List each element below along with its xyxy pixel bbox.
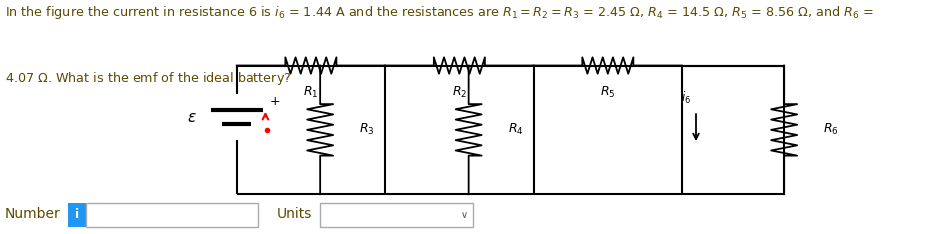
FancyBboxPatch shape [68,203,86,227]
FancyBboxPatch shape [86,203,258,227]
Text: $R_4$: $R_4$ [507,122,523,137]
Text: Number: Number [5,207,60,221]
Text: +: + [270,95,280,108]
Text: $R_2$: $R_2$ [451,85,466,100]
Text: In the figure the current in resistance 6 is $i_6$ = 1.44 A and the resistances : In the figure the current in resistance … [5,4,872,21]
Text: $R_6$: $R_6$ [822,122,838,137]
Text: 4.07 $\Omega$. What is the emf of the ideal battery?: 4.07 $\Omega$. What is the emf of the id… [5,70,291,87]
Text: $R_5$: $R_5$ [600,85,615,100]
Text: $R_1$: $R_1$ [303,85,318,100]
Text: $\varepsilon$: $\varepsilon$ [187,110,197,124]
Text: Units: Units [276,207,311,221]
Text: ∨: ∨ [460,210,467,220]
Text: $R_3$: $R_3$ [359,122,375,137]
Text: i: i [75,208,79,221]
FancyBboxPatch shape [320,203,473,227]
Text: $i_6$: $i_6$ [680,90,691,106]
